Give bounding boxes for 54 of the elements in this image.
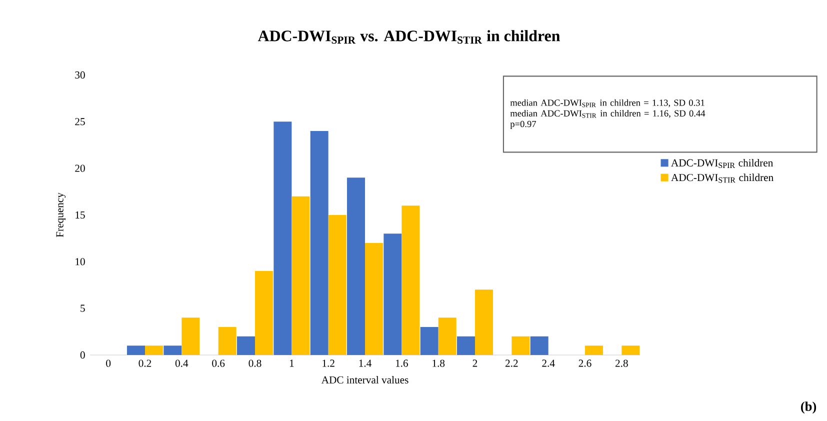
annotation: median ADC-DWI$_{STIR}$ in children = 1.16, SD 0.44 (510, 110, 706, 118)
x-tick-label: 2.6 (578, 360, 592, 367)
x-tick-label: 1.8 (432, 360, 445, 367)
bar (310, 130, 328, 355)
chart-title: ADC-DWI$_{SPIR}$ vs. ADC-DWI$_{STIR}$ in children (258, 30, 560, 44)
y-axis-title: Frequency (56, 192, 66, 238)
x-tick-label: 0.4 (175, 360, 188, 367)
bar (237, 336, 256, 355)
y-tick-label: 25 (75, 118, 85, 126)
bar (218, 327, 236, 355)
bar (347, 178, 366, 355)
bar (145, 346, 163, 355)
bar (457, 336, 476, 355)
x-tick-label: 2.4 (542, 360, 555, 367)
x-tick-label: 0 (106, 360, 111, 367)
legend-label: ADC-DWI$_{SPIR}$ children (671, 158, 774, 168)
annotation: p=0.97 (510, 120, 536, 130)
bar (622, 346, 640, 355)
bar (365, 243, 384, 355)
bar (475, 290, 494, 355)
x-tick-label: 1 (290, 360, 294, 367)
legend-label: ADC-DWI$_{STIR}$ children (671, 174, 774, 183)
bar (420, 327, 438, 355)
x-tick-label: 0.6 (212, 360, 225, 367)
bar (512, 336, 530, 355)
x-axis-title: ADC interval values (321, 376, 408, 384)
bar (127, 346, 145, 355)
x-tick-label: 2.2 (505, 360, 518, 367)
bar (384, 234, 402, 355)
y-tick-label: 0 (80, 351, 85, 359)
bar (585, 346, 604, 355)
y-tick-label: 5 (80, 304, 85, 312)
annotation: median ADC-DWI$_{SPIR}$ in children = 1.13, SD 0.31 (510, 99, 704, 108)
bar (255, 271, 274, 355)
x-tick-label: 1.4 (359, 360, 372, 367)
x-tick-label: 2 (472, 360, 478, 367)
bar (292, 196, 310, 355)
bar (402, 206, 420, 355)
bar (274, 122, 292, 355)
bar (530, 336, 548, 355)
x-tick-label: 0.8 (248, 360, 262, 367)
y-tick-label: 20 (75, 164, 85, 172)
text: (b) (801, 402, 816, 414)
bar (182, 318, 200, 355)
x-tick-label: 1.6 (396, 360, 408, 367)
x-tick-label: 0.2 (138, 360, 152, 367)
x-tick-label: 2.8 (615, 360, 628, 367)
y-tick-label: 15 (76, 211, 85, 219)
y-tick-label: 30 (75, 71, 85, 79)
bar (164, 346, 182, 355)
x-tick-label: 1.2 (322, 360, 334, 367)
bar (328, 215, 346, 355)
bar (438, 318, 456, 355)
y-tick-label: 10 (76, 258, 85, 266)
